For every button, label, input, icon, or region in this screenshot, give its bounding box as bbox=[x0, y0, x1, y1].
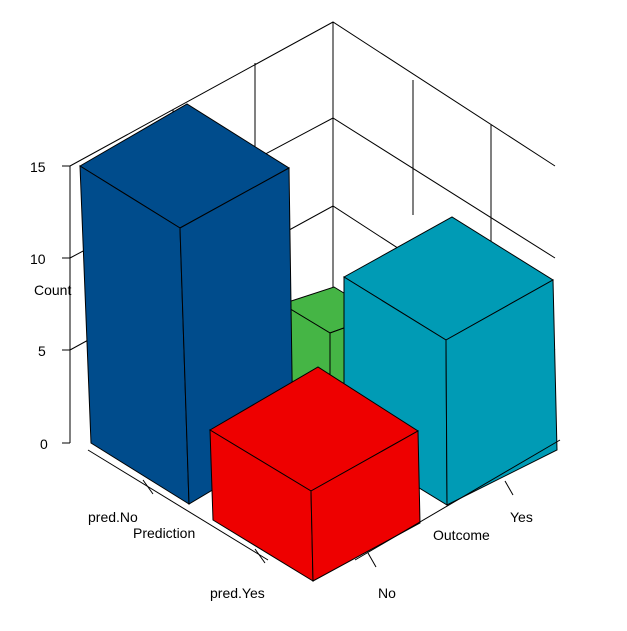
z-tick-label-10: 10 bbox=[30, 251, 46, 267]
y-tick-yes bbox=[504, 480, 514, 496]
x-axis-line bbox=[87, 449, 269, 561]
bar-red-side bbox=[310, 430, 421, 582]
z-axis-title: Count bbox=[34, 282, 71, 298]
x-tick-label-pred-no: pred.No bbox=[88, 509, 138, 525]
bar-predyes-no bbox=[209, 366, 421, 582]
x-tick-pred-yes bbox=[254, 548, 266, 564]
z-tick-label-0: 0 bbox=[40, 436, 48, 452]
x-tick-pred-no bbox=[142, 479, 154, 495]
axes: 15 10 5 0 Count pred.No pred.Yes Predict… bbox=[30, 159, 561, 601]
y-axis-line bbox=[354, 439, 561, 561]
y-tick-no bbox=[367, 552, 377, 568]
z-tick-label-15: 15 bbox=[30, 159, 46, 175]
bar-predyes-yes bbox=[343, 216, 558, 506]
z-tick-label-5: 5 bbox=[38, 343, 46, 359]
bar-teal-side bbox=[445, 279, 558, 506]
x-tick-label-pred-yes: pred.Yes bbox=[210, 585, 265, 601]
y-tick-label-yes: Yes bbox=[510, 509, 533, 525]
y-axis-title: Outcome bbox=[433, 527, 490, 543]
y-tick-label-no: No bbox=[378, 585, 396, 601]
x-axis-title: Prediction bbox=[133, 525, 195, 541]
bars bbox=[79, 103, 558, 582]
